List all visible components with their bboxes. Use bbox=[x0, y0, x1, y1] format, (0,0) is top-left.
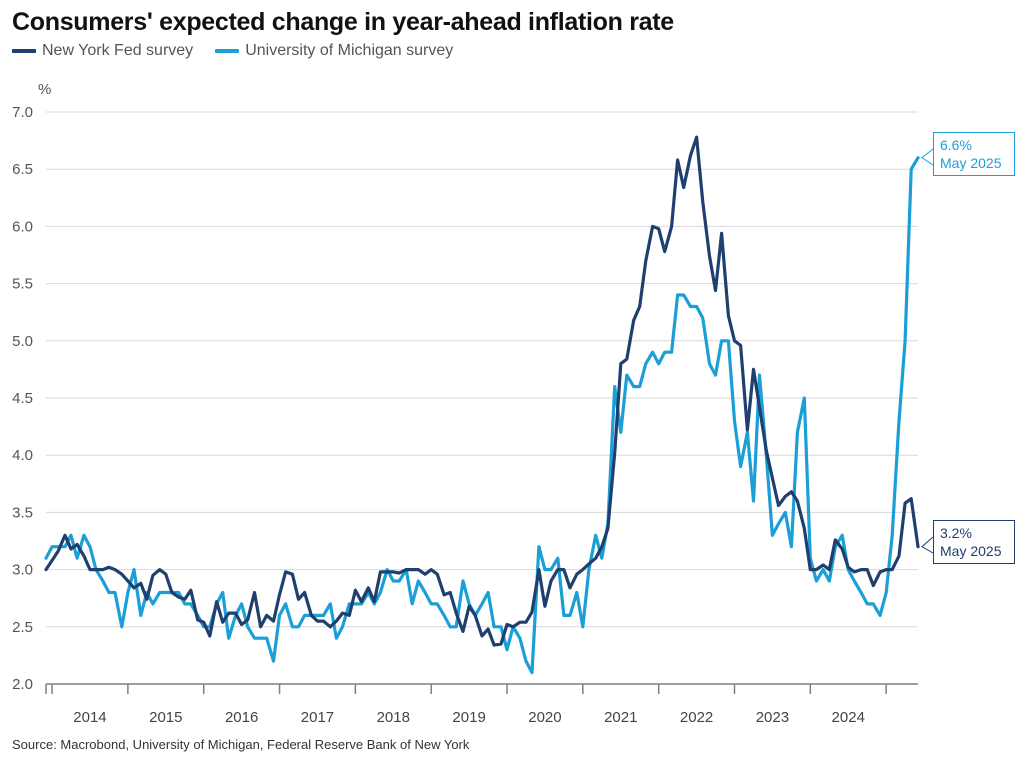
legend-label-umich: University of Michigan survey bbox=[245, 42, 454, 59]
callout-umich-latest: 6.6% May 2025 bbox=[933, 132, 1015, 176]
legend-item-umich: University of Michigan survey bbox=[215, 42, 453, 60]
callout-umich-pointer bbox=[921, 148, 934, 166]
y-tick-label-2.5: 2.5 bbox=[12, 619, 33, 636]
y-tick-label-3.5: 3.5 bbox=[12, 504, 33, 521]
callout-nyfed-date: May 2025 bbox=[940, 543, 1002, 559]
y-tick-label-5.5: 5.5 bbox=[12, 276, 33, 293]
x-tick-label-2017: 2017 bbox=[301, 709, 334, 726]
legend-swatch-nyfed bbox=[12, 49, 36, 53]
y-tick-label-5.0: 5.0 bbox=[12, 333, 33, 350]
callout-nyfed-pointer bbox=[921, 536, 934, 554]
legend-label-nyfed: New York Fed survey bbox=[42, 42, 194, 59]
legend-item-nyfed: New York Fed survey bbox=[12, 42, 193, 60]
series-line-nyfed bbox=[44, 135, 920, 647]
x-tick-label-2023: 2023 bbox=[756, 709, 789, 726]
x-tick-label-2024: 2024 bbox=[832, 709, 865, 726]
y-tick-label-7.0: 7.0 bbox=[12, 104, 33, 121]
x-tick-label-2021: 2021 bbox=[604, 709, 637, 726]
x-tick-label-2015: 2015 bbox=[149, 709, 182, 726]
y-tick-label-4.0: 4.0 bbox=[12, 447, 33, 464]
source-note: Source: Macrobond, University of Michiga… bbox=[12, 737, 470, 752]
y-axis-unit-label: % bbox=[38, 81, 51, 98]
chart-title: Consumers' expected change in year-ahead… bbox=[12, 8, 674, 36]
x-tick-label-2019: 2019 bbox=[452, 709, 485, 726]
y-tick-label-6.0: 6.0 bbox=[12, 218, 33, 235]
y-tick-label-4.5: 4.5 bbox=[12, 390, 33, 407]
callout-umich-date: May 2025 bbox=[940, 155, 1002, 171]
x-tick-label-2020: 2020 bbox=[528, 709, 561, 726]
callout-nyfed-latest: 3.2% May 2025 bbox=[933, 520, 1015, 564]
x-tick-label-2016: 2016 bbox=[225, 709, 258, 726]
callout-nyfed-value: 3.2% bbox=[940, 525, 972, 541]
legend-swatch-umich bbox=[215, 49, 240, 53]
x-tick-label-2022: 2022 bbox=[680, 709, 713, 726]
legend: New York Fed survey University of Michig… bbox=[12, 42, 453, 60]
x-tick-label-2014: 2014 bbox=[73, 709, 106, 726]
x-tick-label-2018: 2018 bbox=[377, 709, 410, 726]
series-line-umich bbox=[44, 156, 920, 675]
callout-umich-value: 6.6% bbox=[940, 137, 972, 153]
y-tick-label-2.0: 2.0 bbox=[12, 676, 33, 693]
y-tick-label-6.5: 6.5 bbox=[12, 161, 33, 178]
y-tick-label-3.0: 3.0 bbox=[12, 562, 33, 579]
